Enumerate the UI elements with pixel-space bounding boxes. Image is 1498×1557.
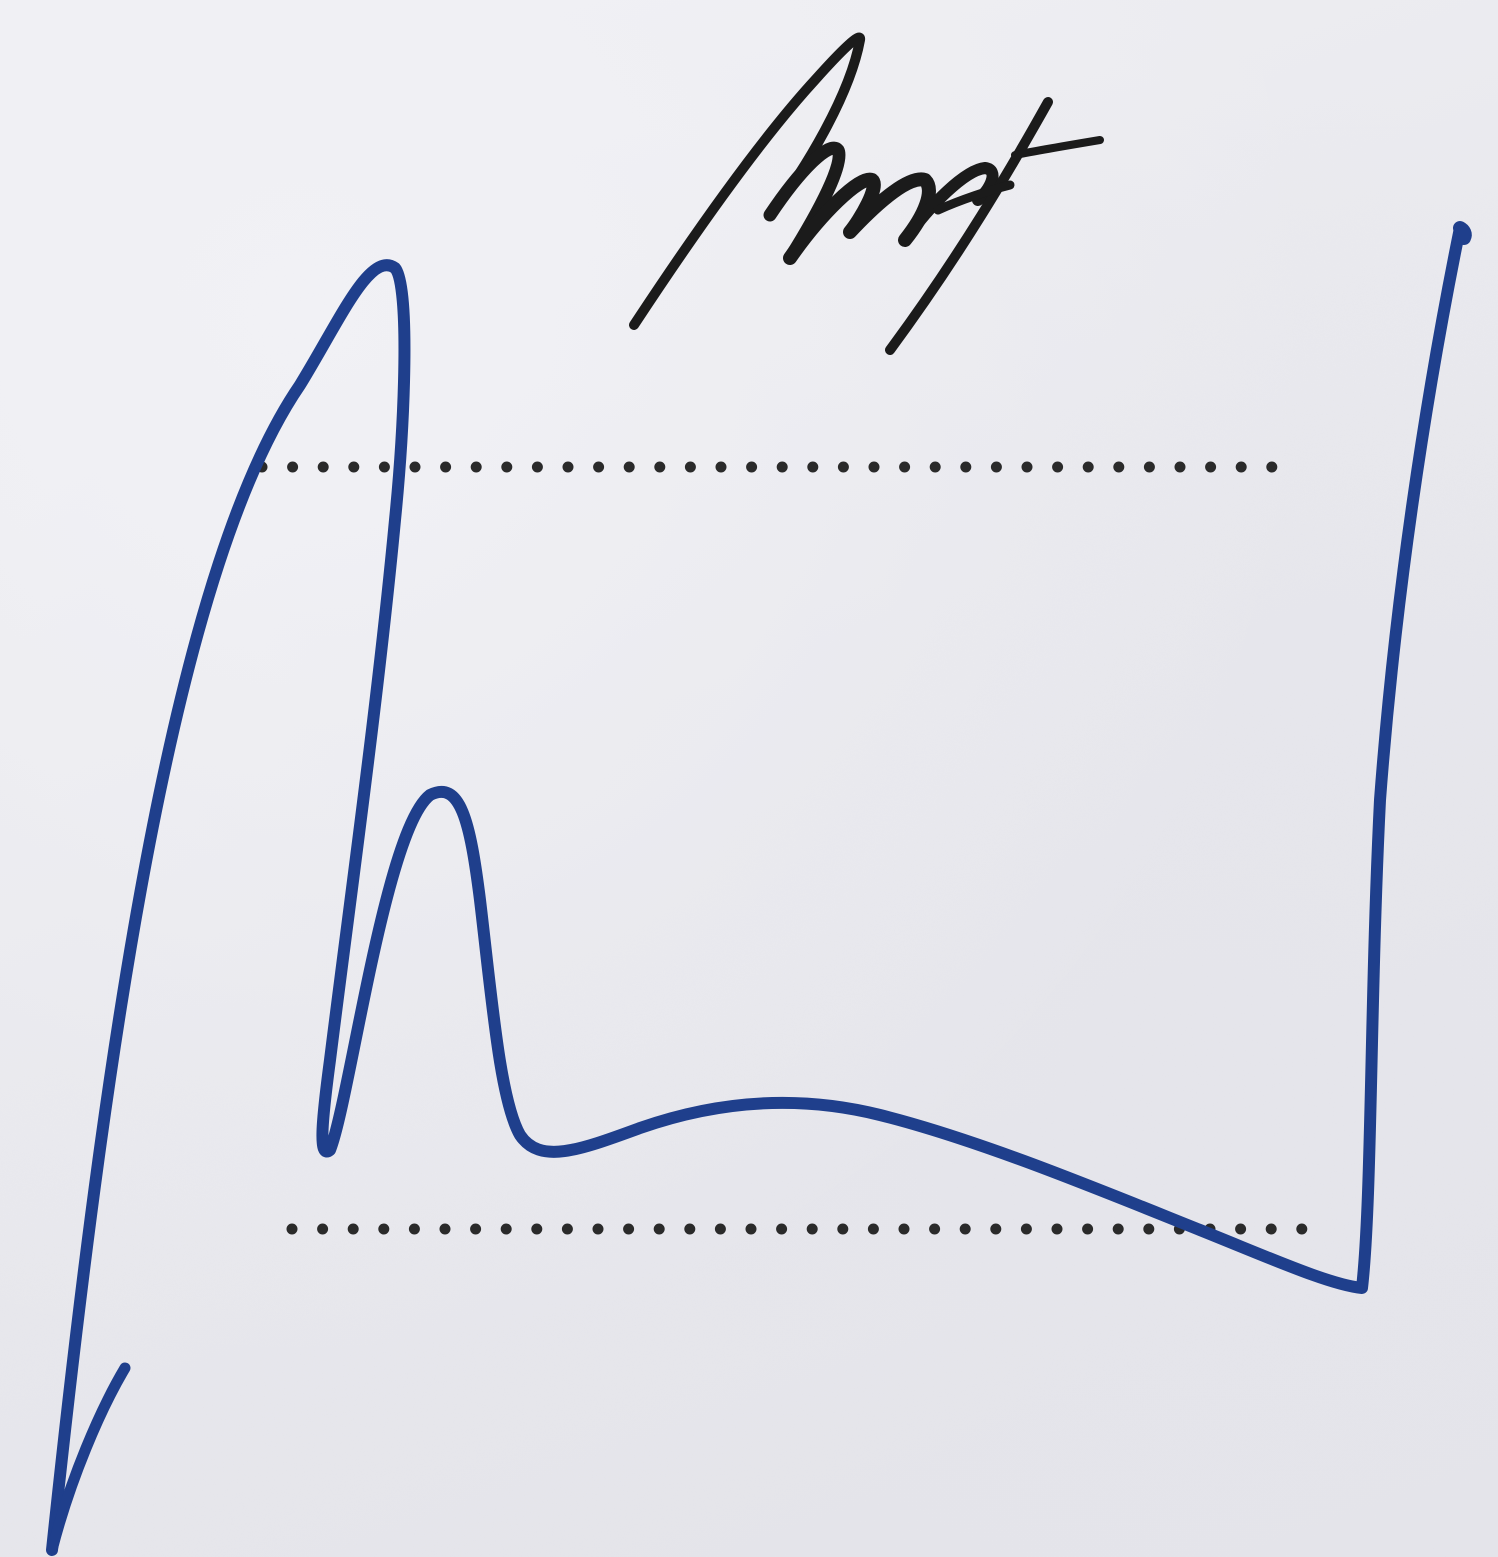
black-signature <box>629 32 1104 355</box>
blue-signature <box>46 221 1472 1556</box>
